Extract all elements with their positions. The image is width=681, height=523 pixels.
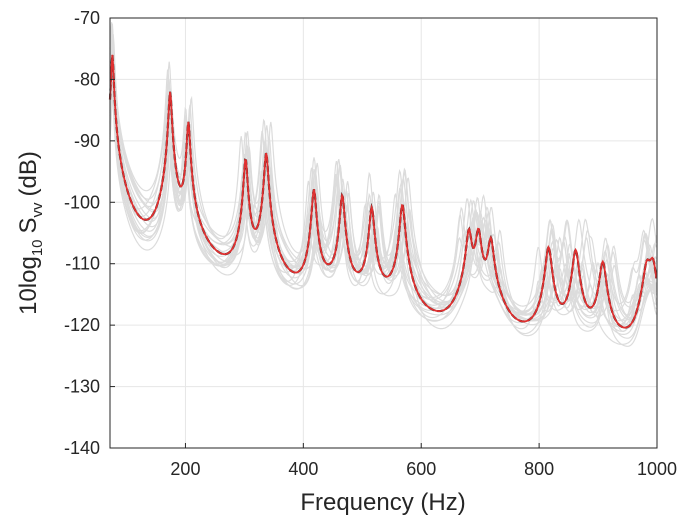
y-tick-label: -90 (74, 131, 100, 151)
plot-frame (109, 17, 658, 449)
x-tick-label: 200 (170, 459, 200, 479)
y-tick-label: -140 (64, 438, 100, 458)
x-tick-label: 800 (524, 459, 554, 479)
y-axis-label-prefix: 10log (15, 256, 42, 315)
y-tick-label: -70 (74, 8, 100, 28)
y-tick-label: -110 (65, 254, 100, 274)
y-axis-label-symbol-sub: vv (29, 202, 46, 218)
y-tick-label: -100 (64, 192, 100, 212)
x-tick-label: 400 (288, 459, 318, 479)
sample-curve (109, 23, 657, 312)
ticks: 200 400 600 800 1000 -140 -130 -120 -110 -100 -90 -… (64, 8, 677, 479)
x-tick-label: 600 (406, 459, 436, 479)
x-axis-label: Frequency (Hz) (300, 489, 465, 516)
y-tick-label: -120 (64, 315, 100, 335)
sample-curve (109, 83, 657, 332)
mean-curve (109, 54, 658, 329)
curves (108, 22, 658, 347)
y-tick-label: -80 (74, 69, 100, 89)
y-axis-label-symbol: S (15, 217, 42, 233)
y-axis-label-prefix-sub: 10 (29, 239, 46, 256)
x-tick-label: 1000 (637, 459, 677, 479)
y-tick-label: -130 (64, 377, 100, 397)
y-axis-label: 10log10 Svv (dB) (15, 151, 46, 315)
y-axis-label-unit: (dB) (15, 151, 42, 196)
